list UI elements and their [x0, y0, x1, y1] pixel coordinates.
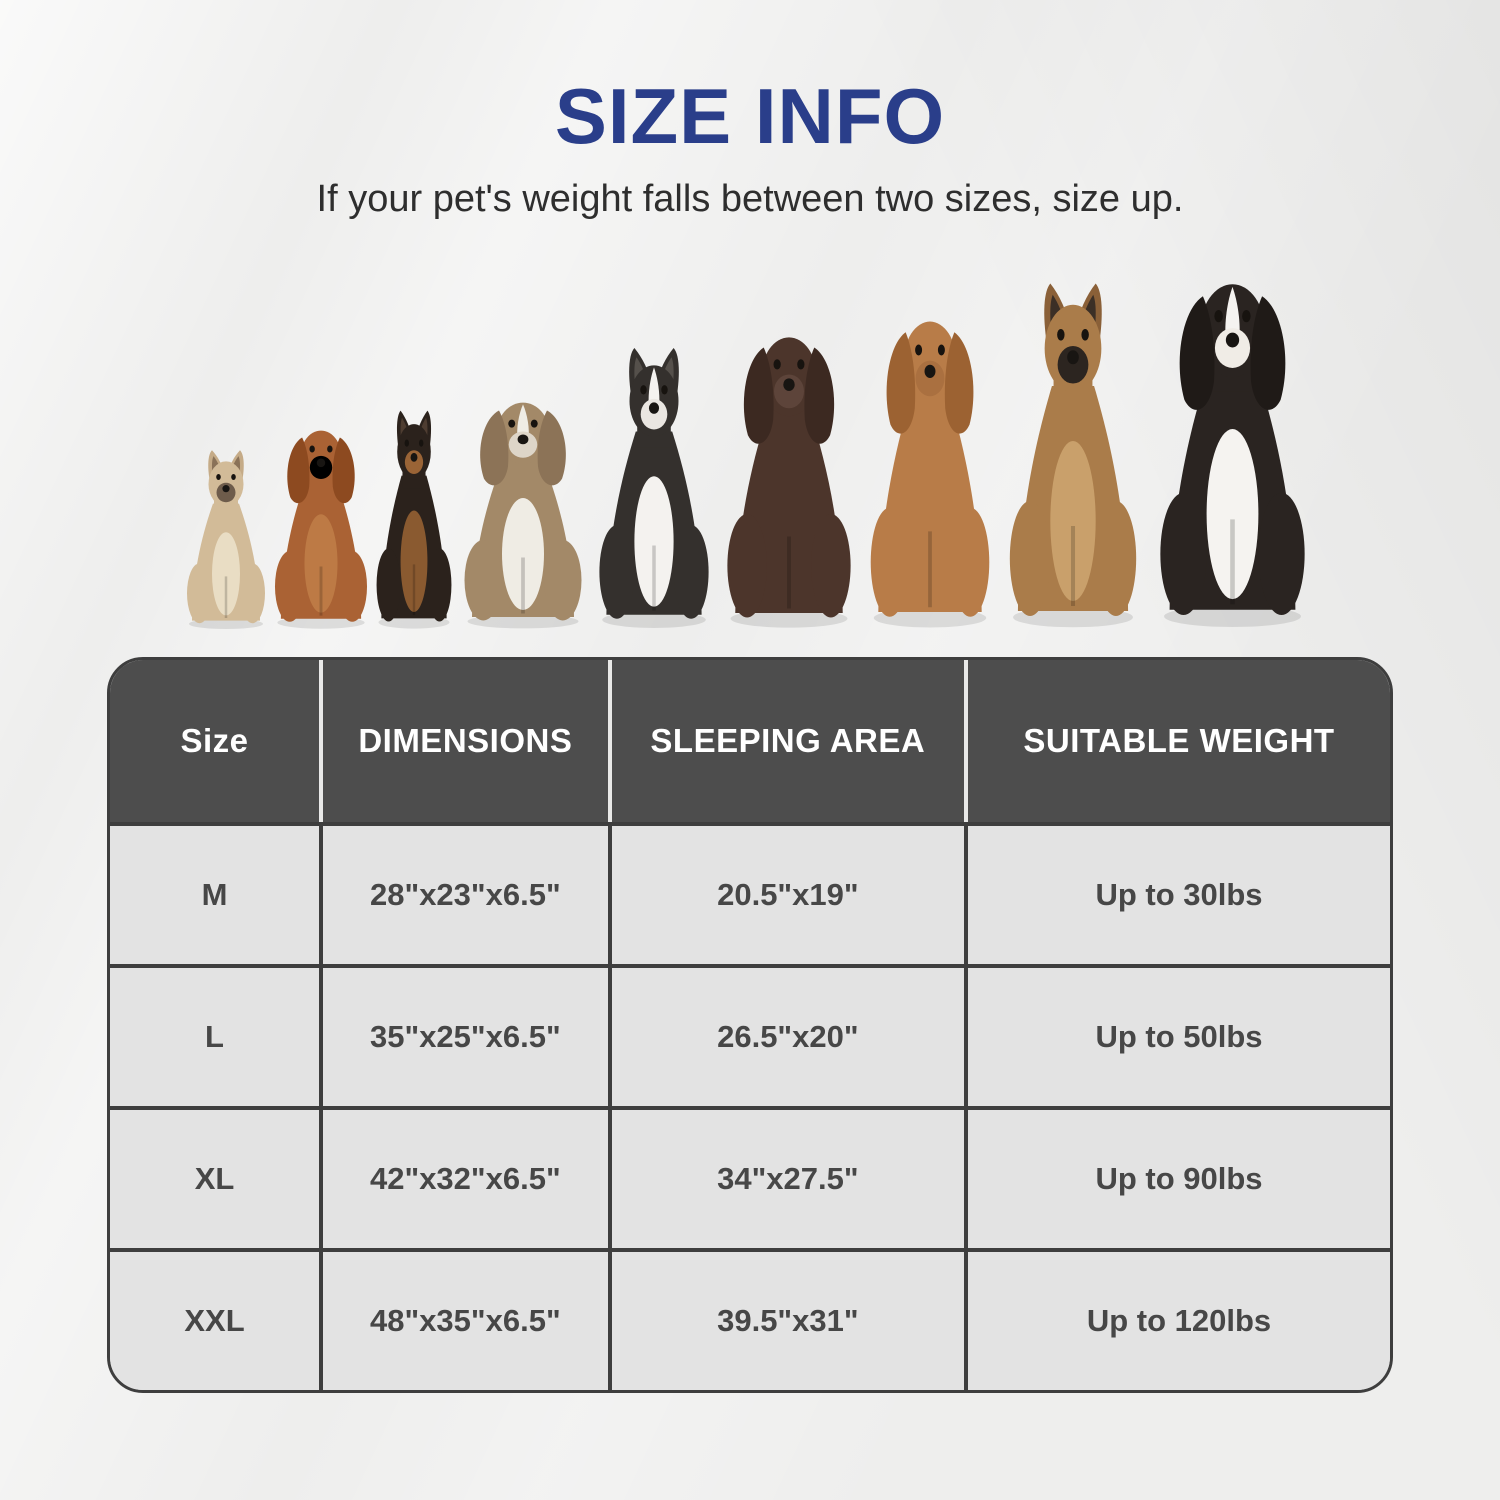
column-header-dimensions: DIMENSIONS [319, 660, 608, 823]
bernese-mountain-dog-illustration [1159, 284, 1305, 628]
border-collie-illustration [598, 348, 709, 629]
sleeping-area-cell: 26.5"x20" [607, 968, 964, 1107]
suitable-weight-cell: Up to 50lbs [963, 968, 1390, 1107]
dimensions-cell: 28"x23"x6.5" [319, 826, 608, 965]
sleeping-area-cell: 39.5"x31" [607, 1252, 964, 1391]
german-shepherd-illustration [1009, 283, 1136, 628]
french-bulldog-illustration [186, 450, 265, 630]
page-content: SIZE INFO If your pet's weight falls bet… [0, 72, 1500, 1394]
miniature-pinscher-illustration [376, 410, 451, 629]
page-subtitle: If your pet's weight falls between two s… [316, 177, 1184, 220]
dogs-photo [0, 259, 1500, 631]
sleeping-area-cell: 20.5"x19" [607, 826, 964, 965]
suitable-weight-cell: Up to 90lbs [963, 1110, 1390, 1249]
column-header-sleeping-area: SLEEPING AREA [607, 660, 964, 823]
column-header-size: Size [180, 722, 249, 760]
table-row: XL 42"x32"x6.5" 34"x27.5" Up to 90lbs [110, 1106, 1390, 1249]
size-cell: XL [194, 1161, 235, 1197]
table-header-row: Size DIMENSIONS SLEEPING AREA SUITABLE W… [110, 660, 1390, 823]
suitable-weight-cell: Up to 30lbs [963, 826, 1390, 965]
size-cell: L [205, 1019, 224, 1055]
column-header-suitable-weight: SUITABLE WEIGHT [963, 660, 1390, 823]
bulldog-illustration [464, 402, 581, 629]
suitable-weight-cell: Up to 120lbs [963, 1252, 1390, 1391]
cavalier-spaniel-illustration [274, 430, 367, 629]
size-table: Size DIMENSIONS SLEEPING AREA SUITABLE W… [107, 657, 1393, 1394]
dimensions-cell: 48"x35"x6.5" [319, 1252, 608, 1391]
page-title: SIZE INFO [554, 72, 946, 160]
size-cell: M [201, 877, 228, 913]
dimensions-cell: 42"x32"x6.5" [319, 1110, 608, 1249]
dimensions-cell: 35"x25"x6.5" [319, 968, 608, 1107]
table-row: M 28"x23"x6.5" 20.5"x19" Up to 30lbs [110, 822, 1390, 965]
vizsla-illustration [870, 321, 989, 628]
sleeping-area-cell: 34"x27.5" [607, 1110, 964, 1249]
chocolate-labrador-illustration [726, 337, 851, 628]
table-row: L 35"x25"x6.5" 26.5"x20" Up to 50lbs [110, 964, 1390, 1107]
table-row: XXL 48"x35"x6.5" 39.5"x31" Up to 120lbs [110, 1248, 1390, 1391]
size-cell: XXL [184, 1303, 245, 1339]
